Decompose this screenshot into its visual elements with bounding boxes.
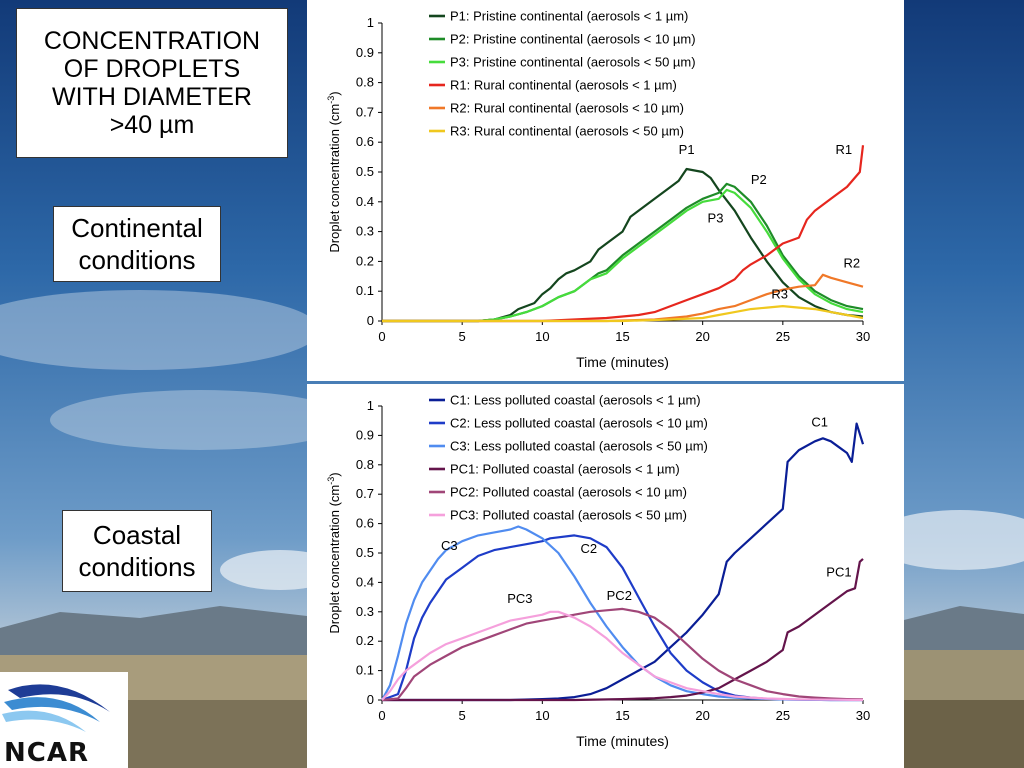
curve-label: PC1: [826, 565, 851, 580]
series-line-p2: [382, 182, 864, 323]
y-tick-label: 0.2: [356, 253, 374, 268]
curve-label: C1: [811, 415, 828, 430]
series-line-r3: [382, 305, 864, 323]
x-tick-label: 5: [459, 708, 466, 723]
curve-label: C2: [581, 541, 598, 556]
y-tick-label: 0: [367, 692, 374, 707]
y-tick-label: 0.9: [356, 427, 374, 442]
curve-label: P3: [708, 211, 724, 226]
legend-entry: P1: Pristine continental (aerosols < 1 µ…: [450, 9, 688, 24]
series-line-c2: [381, 534, 863, 702]
continental-chart: 00.10.20.30.40.50.60.70.80.910 5 10 15 20 25 3…: [326, 9, 870, 371]
series-line-pc1: [382, 558, 864, 702]
y-tick-label: 0.3: [356, 604, 374, 619]
legend-entry: R2: Rural continental (aerosols < 10 µm): [450, 101, 684, 116]
x-tick-label: 15: [615, 708, 629, 723]
x-tick-label: 5: [459, 329, 466, 344]
series-line-r1: [382, 145, 865, 323]
series-line-p1: [382, 167, 864, 323]
legend-entry: C3: Less polluted coastal (aerosols < 50…: [450, 439, 708, 454]
curve-label: P1: [679, 142, 695, 157]
title-line: OF DROPLETS: [63, 55, 241, 83]
y-tick-label: 0.6: [356, 516, 374, 531]
x-tick-label: 20: [695, 329, 709, 344]
label-line: Coastal: [92, 520, 182, 550]
ncar-logo-text: NCAR: [4, 738, 89, 768]
curve-label: P2: [751, 172, 767, 187]
legend-entry: PC3: Polluted coastal (aerosols < 50 µm): [450, 508, 687, 523]
label-line: Continental: [71, 213, 203, 243]
y-tick-label: 0.9: [356, 45, 374, 60]
y-tick-label: 0.4: [356, 574, 374, 589]
x-tick-label: 0: [378, 329, 385, 344]
y-tick-label: 0.7: [356, 104, 374, 119]
curve-label: PC2: [607, 588, 632, 603]
y-tick-label: 0.5: [356, 164, 374, 179]
y-tick-label: 0.5: [356, 545, 374, 560]
series-line-pc2: [381, 607, 864, 702]
legend-entry: C2: Less polluted coastal (aerosols < 10…: [450, 416, 708, 431]
ncar-logo: [0, 672, 128, 768]
title-line: >40 µm: [109, 111, 195, 139]
legend-entry: R3: Rural continental (aerosols < 50 µm): [450, 124, 684, 139]
x-tick-label: 30: [856, 329, 870, 344]
y-tick-label: 0: [367, 313, 374, 328]
y-tick-label: 1: [367, 398, 374, 413]
coastal-conditions-label: Coastal conditions: [62, 510, 212, 592]
x-tick-label: 25: [776, 329, 790, 344]
coastal-chart: 00.10.20.30.40.50.60.70.80.910 5 10 15 20 25 3…: [326, 393, 870, 750]
series-line-r2: [382, 273, 864, 323]
y-tick-label: 0.6: [356, 134, 374, 149]
title-line: WITH DIAMETER: [52, 83, 252, 111]
y-tick-label: 1: [367, 15, 374, 30]
y-tick-label: 0.7: [356, 486, 374, 501]
x-tick-label: 10: [535, 329, 549, 344]
curve-label: R3: [771, 287, 788, 302]
y-tick-label: 0.2: [356, 633, 374, 648]
series-line-pc3: [381, 610, 864, 702]
y-tick-label: 0.1: [356, 663, 374, 678]
legend-entry: PC1: Polluted coastal (aerosols < 1 µm): [450, 462, 680, 477]
curve-label: R2: [843, 255, 860, 270]
y-axis-label: Droplet concentration (cm-3): [326, 472, 342, 633]
x-tick-label: 25: [776, 708, 790, 723]
series-line-c3: [381, 525, 863, 702]
label-line: conditions: [78, 552, 196, 582]
x-axis-label: Time (minutes): [576, 354, 669, 370]
legend-entry: P3: Pristine continental (aerosols < 50 …: [450, 55, 696, 70]
title-line: CONCENTRATION: [43, 27, 261, 55]
legend-entry: P2: Pristine continental (aerosols < 10 …: [450, 32, 696, 47]
continental-conditions-label: Continental conditions: [53, 206, 221, 282]
y-tick-label: 0.8: [356, 457, 374, 472]
y-tick-label: 0.3: [356, 224, 374, 239]
curve-label: R1: [835, 142, 852, 157]
slide-title: CONCENTRATION OF DROPLETS WITH DIAMETER …: [16, 8, 288, 158]
ncar-swoosh-icon: [2, 684, 110, 732]
x-axis-label: Time (minutes): [576, 733, 669, 749]
x-tick-label: 30: [856, 708, 870, 723]
continental-chart-panel: 0 0.1 0.2 0.3 0.4 0.5 0.6 0.7 0.8 0.9 1 0 5 10 15 20 25 3…: [307, 0, 904, 381]
x-tick-label: 20: [695, 708, 709, 723]
y-tick-label: 0.8: [356, 75, 374, 90]
curve-label: C3: [441, 538, 458, 553]
y-tick-label: 0.1: [356, 283, 374, 298]
label-line: conditions: [78, 245, 196, 275]
curve-label: PC3: [507, 591, 532, 606]
legend-entry: PC2: Polluted coastal (aerosols < 10 µm): [450, 485, 687, 500]
y-axis-label: Droplet concentration (cm-3): [326, 91, 342, 252]
coastal-chart-panel: 0 0.1 0.2 0.3 0.4 0.5 0.6 0.7 0.8 0.9 1 0 5 10 15 20 25 3…: [307, 384, 904, 768]
x-tick-label: 10: [535, 708, 549, 723]
legend-entry: C1: Less polluted coastal (aerosols < 1 …: [450, 393, 701, 408]
x-tick-label: 0: [378, 708, 385, 723]
series-line-p3: [382, 188, 864, 323]
y-tick-label: 0.4: [356, 194, 374, 209]
x-tick-label: 15: [615, 329, 629, 344]
series-line-c1: [382, 422, 865, 702]
legend-entry: R1: Rural continental (aerosols < 1 µm): [450, 78, 677, 93]
